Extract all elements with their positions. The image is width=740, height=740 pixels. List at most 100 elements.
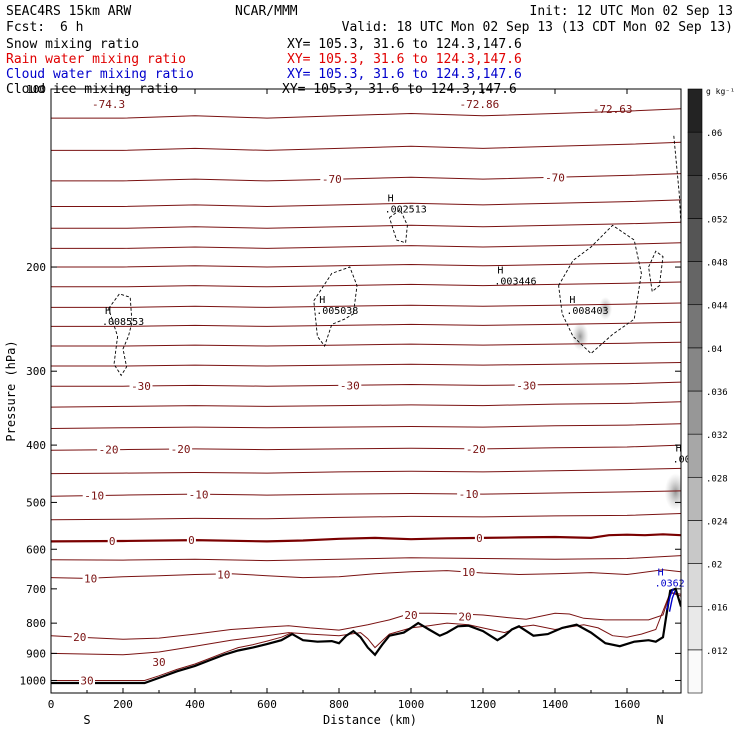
isotherm-label-bg: [97, 444, 121, 455]
shaded-ice-blob: [571, 322, 589, 351]
x-axis-label: Distance (km): [323, 713, 417, 727]
isotherm-label-bg: [543, 172, 567, 183]
colorbar-swatch: [687, 174, 703, 219]
isotherm-line: [51, 108, 681, 119]
isotherm-label-bg: [320, 174, 344, 185]
isotherm-label: 0: [476, 532, 483, 545]
isotherm-label: -10: [189, 489, 209, 502]
y-tick-label: 700: [26, 583, 46, 596]
isotherm-label-bg: [403, 609, 419, 620]
isotherm-line: [51, 381, 681, 387]
colorbar-tick-label: .016: [706, 604, 728, 614]
ice-max-value: .0000: [673, 454, 703, 465]
isotherm-label: 0: [109, 535, 116, 548]
y-tick-label: 1000: [20, 674, 47, 687]
isotherm-line: [51, 569, 681, 579]
isotherm-line: [51, 591, 681, 640]
x-tick-label: 600: [257, 698, 277, 711]
isotherm-line: [51, 141, 681, 151]
colorbar-swatch: [687, 606, 703, 651]
shaded-ice-blob: [664, 473, 681, 511]
isotherm-label: 30: [152, 656, 165, 669]
isotherm-line: [51, 401, 681, 408]
ice-max-h: H: [105, 306, 111, 317]
header-init: Init: 12 UTC Mon 02 Sep 13: [530, 4, 734, 19]
colorbar-tick-label: .032: [706, 431, 728, 441]
field-name-rain: Rain water mixing ratio: [6, 52, 186, 67]
isotherm-label-bg: [71, 632, 88, 643]
colorbar-tick-label: .06: [706, 129, 722, 139]
isotherm-label: 10: [84, 572, 97, 585]
x-tick-label: 1000: [398, 698, 425, 711]
ice-contour: [388, 209, 408, 244]
colorbar-swatch: [687, 218, 703, 262]
field-xy-snow: XY= 105.3, 31.6 to 124.3,147.6: [287, 37, 522, 52]
header-fcst-value: 6 h: [60, 20, 83, 35]
colorbar-swatch: [687, 304, 703, 349]
header-valid: Valid: 18 UTC Mon 02 Sep 13 (13 CDT Mon …: [342, 20, 733, 35]
colorbar-swatch: [687, 520, 703, 564]
y-tick-label: 600: [26, 543, 46, 556]
isotherm-label-bg: [215, 569, 232, 580]
temperature-extreme-label: -74.3: [92, 98, 125, 111]
isotherm-label-bg: [107, 535, 117, 546]
ice-max-h: H: [319, 295, 325, 306]
isotherm-line: [51, 173, 681, 182]
colorbar-tick-label: .048: [706, 259, 728, 269]
colorbar-swatch: [687, 563, 703, 608]
isotherm-line: [51, 341, 681, 347]
left-endpoint-label: S: [83, 713, 90, 727]
colorbar-swatch: [687, 347, 703, 392]
isotherm-line: [51, 199, 681, 208]
isotherm-label: 30: [80, 674, 93, 687]
ice-max-value: .005038: [316, 306, 358, 317]
isotherm-line: [51, 221, 681, 229]
temperature-extreme-label: -72.86: [460, 98, 500, 111]
isotherm-label-bg: [79, 675, 95, 686]
ice-contour: [648, 250, 664, 293]
isotherm-line: [51, 591, 681, 656]
x-tick-label: 1400: [542, 698, 569, 711]
isotherm-line: [51, 632, 293, 681]
y-tick-label: 200: [26, 261, 46, 274]
field-name-snow: Snow mixing ratio: [6, 37, 139, 52]
isotherm-label: -20: [171, 443, 191, 456]
y-axis-label: Pressure (hPa): [4, 340, 18, 441]
colorbar-tick-label: .036: [706, 388, 728, 398]
cloud-water-contour: [665, 588, 674, 611]
ice-contour: [313, 266, 358, 347]
colorbar: .012 .016 .02 .024 .028 .032 .036 .04 .044 .048 .0…: [687, 88, 728, 694]
colorbar-tick-label: .024: [706, 517, 728, 527]
isotherm-label-bg: [460, 566, 477, 577]
colorbar-swatch: [687, 88, 703, 133]
x-tick-label: 800: [329, 698, 349, 711]
axis-layer: 0 200 400 600 800 1000 1200 1400 160010009008007…: [20, 83, 681, 711]
ice-contour: [108, 293, 133, 377]
colorbar-tick-label: .028: [706, 474, 728, 484]
ice-max-value: .002513: [385, 205, 427, 216]
colorbar-tick-label: .052: [706, 215, 728, 225]
isotherm-label-bg: [187, 489, 211, 500]
isotherm-label: -10: [459, 488, 479, 501]
isotherm-label-bg: [82, 490, 106, 501]
isotherm-label: -10: [84, 490, 104, 503]
isotherm-label: 10: [217, 569, 230, 582]
header-center: NCAR/MMM: [235, 4, 298, 19]
isotherm-label: -20: [99, 444, 119, 457]
isotherm-label-bg: [151, 656, 167, 667]
isotherm-line: [51, 242, 681, 249]
isotherm-line: [51, 513, 681, 521]
isotherm-label: -30: [340, 379, 360, 392]
isotherm-line: [51, 261, 681, 268]
cloud-water-max-h: H: [658, 568, 664, 579]
plot-frame: [50, 88, 682, 694]
ice-contour: [673, 135, 681, 226]
contour-label-layer: 30 30 20 20 20 10 10 10 0 0 0 -10 -10 -10 -20 -20 -20 -30…: [71, 98, 703, 687]
colorbar-swatch: [687, 131, 703, 176]
right-endpoint-label: N: [656, 713, 663, 727]
cloud-water-max-value: .0362: [655, 579, 685, 590]
y-tick-label: 300: [26, 365, 46, 378]
isotherm-label-bg: [169, 443, 193, 454]
ice-contour: [558, 224, 642, 355]
